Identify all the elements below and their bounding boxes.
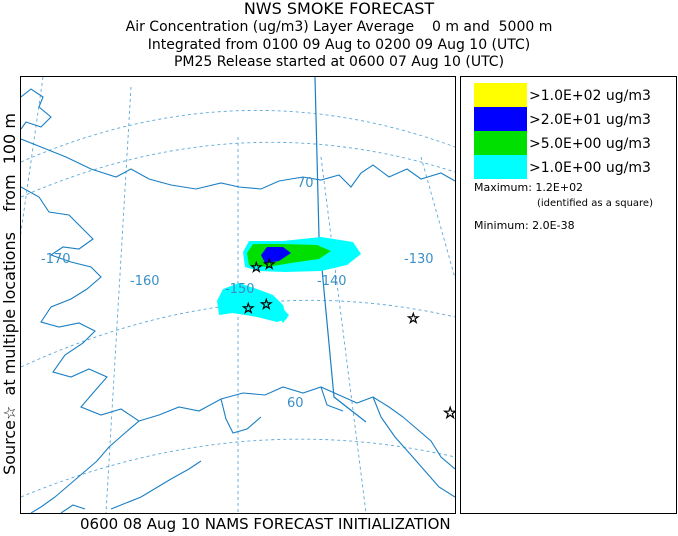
meridian-line <box>420 156 455 280</box>
longitude-label: -170 <box>41 252 71 267</box>
minimum-value: Minimum: 2.0E-38 <box>474 219 575 232</box>
coastline <box>21 88 455 513</box>
source-height-label: Source☆ at multiple locations from 100 m <box>0 113 19 475</box>
longitude-label: -150 <box>225 282 255 297</box>
star-icon: ☆ <box>260 297 273 313</box>
legend-label: >5.0E+00 ug/m3 <box>529 136 651 152</box>
latitude-label: 60 <box>287 396 304 411</box>
legend-swatch <box>474 107 527 131</box>
graticule <box>21 77 455 513</box>
meridian-line <box>21 77 44 235</box>
border-line <box>314 77 367 423</box>
star-icon: ☆ <box>242 301 255 317</box>
legend-swatch <box>474 83 527 107</box>
longitude-label: -160 <box>130 274 160 289</box>
legend-label: >1.0E+00 ug/m3 <box>529 160 651 176</box>
legend-swatch <box>474 131 527 155</box>
parallel-line <box>21 141 455 198</box>
longitude-label: -130 <box>404 252 434 267</box>
legend-label: >1.0E+02 ug/m3 <box>529 88 651 104</box>
legend-panel: >1.0E+02 ug/m3 >2.0E+01 ug/m3 >5.0E+00 u… <box>460 76 677 514</box>
parallel-line <box>21 109 455 163</box>
maximum-note: (identified as a square) <box>537 198 653 209</box>
meridian-line <box>105 86 132 513</box>
parallel-line <box>21 438 455 498</box>
forecast-initialization: 0600 08 Aug 10 NAMS FORECAST INITIALIZAT… <box>80 515 451 533</box>
concentration-contours <box>217 237 361 323</box>
star-icon: ☆ <box>407 311 420 327</box>
source-markers: ☆ ☆ ☆ ☆ ☆ ☆ <box>242 257 455 423</box>
star-icon: ☆ <box>443 403 455 422</box>
plume-level-1 <box>217 283 287 322</box>
map-title: NWS SMOKE FORECAST <box>243 0 435 18</box>
legend-swatch <box>474 155 527 179</box>
maximum-value: Maximum: 1.2E+02 <box>474 181 584 194</box>
map-canvas: ☆ ☆ ☆ ☆ ☆ ☆ -170 -160 -150 -140 -130 70 … <box>21 77 455 513</box>
legend-label: >2.0E+01 ug/m3 <box>529 112 651 128</box>
smoke-map: ☆ ☆ ☆ ☆ ☆ ☆ -170 -160 -150 -140 -130 70 … <box>20 76 456 514</box>
plume-level-1 <box>277 309 289 323</box>
graticule-labels: -170 -160 -150 -140 -130 70 60 <box>41 176 434 411</box>
star-icon: ☆ <box>263 257 276 273</box>
integration-period: Integrated from 0100 09 Aug to 0200 09 A… <box>147 37 531 53</box>
plume-level-20 <box>261 247 291 263</box>
star-icon: ☆ <box>250 260 263 276</box>
longitude-label: -140 <box>317 274 347 289</box>
latitude-label: 70 <box>297 176 314 191</box>
concentration-subtitle: Air Concentration (ug/m3) Layer Average … <box>125 19 553 35</box>
release-start: PM25 Release started at 0600 07 Aug 10 (… <box>173 54 505 70</box>
parallel-line <box>21 299 455 368</box>
